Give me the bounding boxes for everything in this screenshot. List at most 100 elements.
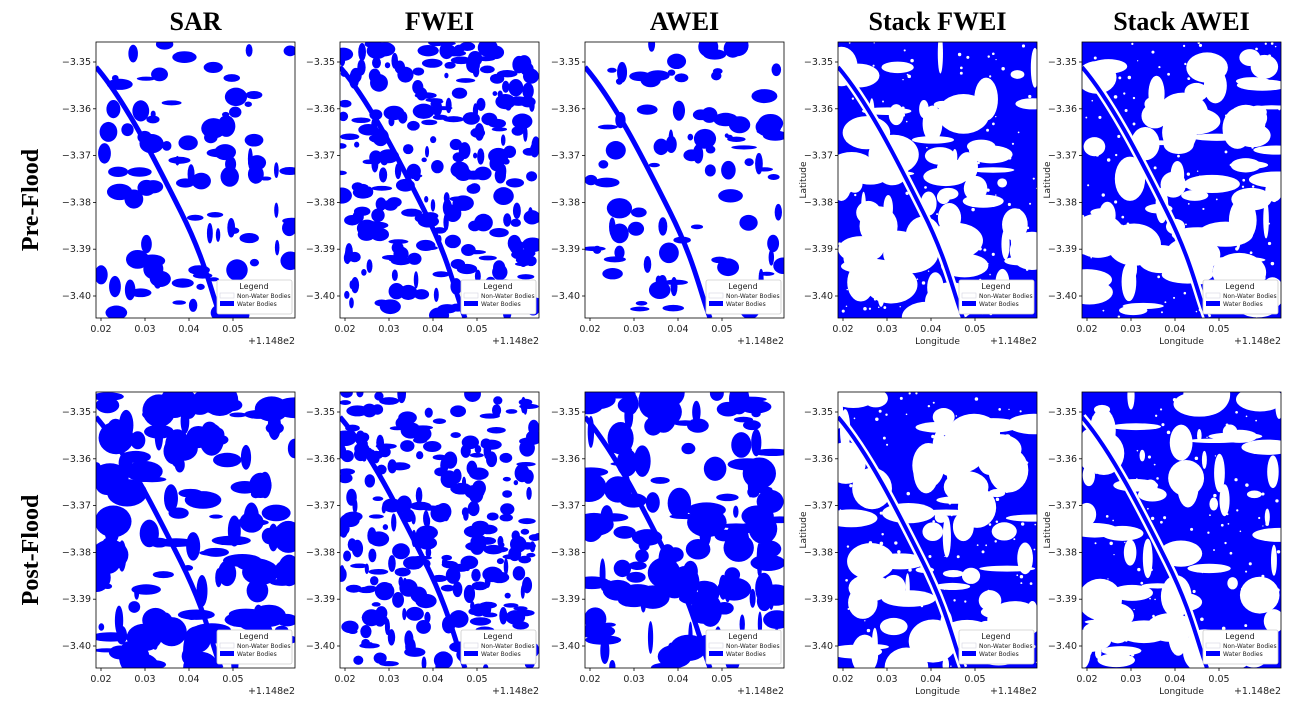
map-speck (892, 658, 895, 661)
map-speck (848, 189, 851, 192)
map-patch (629, 71, 651, 81)
map-patch (441, 585, 455, 592)
map-speck (1261, 575, 1264, 578)
map-speck (1167, 545, 1170, 548)
map-patch (246, 44, 253, 57)
map-patch (667, 54, 686, 69)
map-patch (463, 171, 485, 180)
y-tick-label: −3.37 (804, 501, 833, 512)
map-speck (869, 578, 871, 580)
map-patch (178, 135, 197, 150)
map-speck (857, 616, 859, 618)
map-speck (928, 405, 930, 407)
map-patch (688, 622, 692, 653)
map-speck (1193, 590, 1196, 593)
map-speck (1096, 154, 1099, 157)
map-speck (1225, 151, 1228, 154)
map-patch (713, 68, 723, 74)
map-patch (607, 68, 616, 73)
map-speck (1255, 420, 1257, 422)
map-patch (379, 167, 387, 182)
map-speck (1228, 523, 1230, 525)
legend-label: Water Bodies (237, 301, 277, 308)
map-patch (755, 153, 763, 175)
map-patch (506, 409, 518, 414)
map-patch (1210, 257, 1266, 263)
map-patch (856, 201, 881, 224)
map-speck (1207, 532, 1209, 534)
map-patch (367, 527, 376, 544)
map-panel: −3.35−3.36−3.37−3.38−3.39−3.400.020.030.… (306, 39, 547, 347)
map-patch (628, 222, 644, 236)
map-speck (902, 66, 905, 69)
map-speck (983, 248, 986, 251)
map-patch (389, 239, 409, 244)
map-patch (354, 142, 359, 148)
map-speck (1028, 95, 1031, 98)
map-patch (418, 45, 439, 56)
map-speck (1111, 415, 1112, 416)
map-image (570, 377, 795, 674)
map-patch (223, 74, 240, 82)
map-speck (1142, 589, 1145, 592)
map-speck (926, 304, 928, 306)
legend-swatch (709, 293, 723, 298)
map-patch (1099, 202, 1116, 229)
map-patch (475, 445, 482, 453)
map-patch (851, 635, 878, 675)
legend-swatch (962, 651, 976, 656)
x-offset: +1.148e2 (737, 686, 784, 697)
map-speck (1245, 483, 1248, 486)
map-patch (388, 459, 397, 473)
map-patch (658, 217, 667, 235)
map-speck (979, 247, 982, 250)
map-speck (966, 56, 969, 59)
map-patch (103, 584, 112, 589)
map-patch (480, 413, 500, 418)
map-patch (606, 141, 626, 160)
map-speck (943, 181, 947, 185)
map-patch (424, 196, 428, 203)
y-tick-label: −3.37 (1048, 151, 1077, 162)
x-tick-label: 0.03 (623, 674, 644, 685)
map-speck (854, 418, 856, 420)
map-patch (725, 47, 737, 52)
map-patch (369, 222, 388, 229)
map-patch (744, 158, 753, 166)
map-speck (912, 642, 914, 644)
map-speck (950, 665, 951, 666)
map-speck (1115, 154, 1117, 156)
map-speck (1219, 73, 1220, 74)
map-speck (849, 484, 852, 487)
legend-swatch (220, 301, 234, 306)
x-tick-label: 0.04 (920, 324, 941, 335)
y-tick-label: −3.35 (62, 407, 91, 418)
map-speck (1250, 251, 1253, 254)
map-patch (505, 610, 525, 624)
map-speck (897, 107, 900, 110)
map-speck (900, 397, 903, 400)
map-patch (253, 605, 263, 626)
map-patch (500, 514, 513, 522)
map-speck (854, 194, 856, 196)
map-patch (397, 67, 413, 83)
map-patch (451, 56, 472, 64)
map-patch (1271, 545, 1277, 576)
map-speck (1127, 223, 1130, 226)
map-speck (1090, 257, 1092, 259)
map-speck (885, 268, 888, 271)
map-patch (428, 39, 445, 46)
map-patch (382, 616, 388, 625)
map-patch (1168, 460, 1204, 496)
map-patch (948, 414, 1000, 452)
map-patch (388, 629, 395, 646)
map-patch (492, 264, 507, 280)
x-offset: +1.148e2 (1234, 336, 1281, 347)
map-patch (162, 100, 182, 105)
map-patch (201, 118, 226, 138)
map-patch (1239, 397, 1293, 407)
map-speck (1188, 203, 1190, 205)
map-speck (910, 225, 914, 229)
map-speck (1156, 477, 1159, 480)
map-speck (1210, 227, 1212, 229)
